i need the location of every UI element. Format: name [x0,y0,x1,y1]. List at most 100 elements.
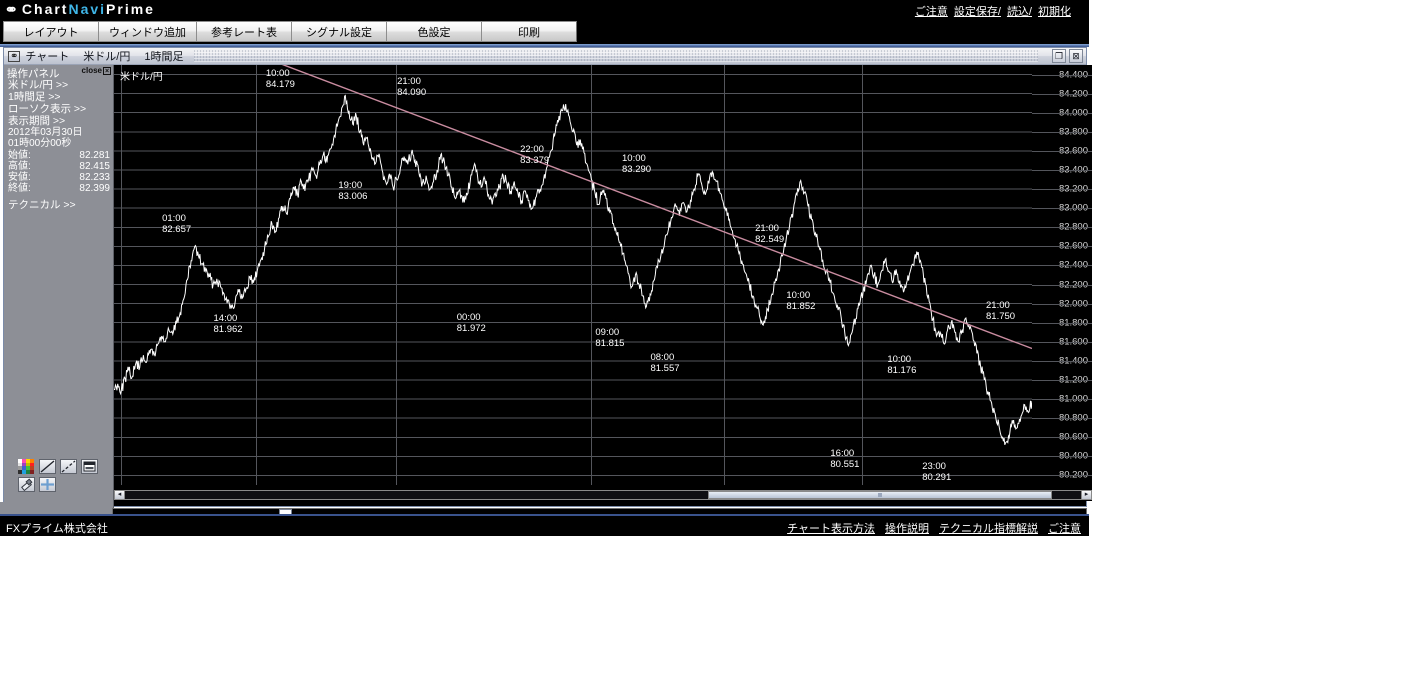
bottom-link-chart-howto[interactable]: チャート表示方法 [787,523,875,535]
titlebar-grip[interactable] [194,50,1038,62]
chart-annotation: 16:00 80.551 [830,448,859,470]
chart-annotation: 10:00 81.176 [887,354,916,376]
palette-swatch[interactable] [26,470,30,474]
palette-swatch[interactable] [18,466,22,471]
scrollbar-thumb[interactable] [708,491,1053,499]
annotation-price: 82.657 [162,223,192,235]
chart-annotation: 21:00 81.750 [986,300,1015,322]
annotation-price: 83.006 [338,190,368,202]
palette-swatch[interactable] [30,470,34,474]
panel-ohlc-label-close: 終値: [8,183,31,194]
color-palette-icon[interactable] [18,459,35,474]
menu-button-signal-settings[interactable]: シグナル設定 [291,21,387,42]
operation-panel-close-button[interactable]: close × [82,66,111,75]
panel-date: 2012年03月30日 [8,127,83,138]
chart-horizontal-scrollbar[interactable]: ◂ ▸ [114,490,1092,500]
scroll-left-arrow-icon[interactable]: ◂ [115,491,125,499]
solid-line-icon[interactable] [39,459,56,474]
palette-swatch[interactable] [26,466,30,471]
price-chart[interactable]: 米ドル/円 01:00 82.657 10:00 84.179 14:00 81.962 1… [114,65,1032,485]
chart-annotation: 00:00 81.972 [457,312,486,334]
price-axis-gridline [1032,360,1092,362]
chart-window-title: チャート [25,51,70,63]
panel-ohlc-row-high: 高値: 82.415 [8,161,110,172]
window-box-icon[interactable] [81,459,98,474]
palette-swatch[interactable] [26,462,30,467]
price-axis-gridline [1032,475,1092,477]
header-link-load-settings[interactable]: 読込/ [1006,6,1032,18]
bottom-links: チャート表示方法 操作説明 テクニカル指標解説 ご注意 [777,520,1081,536]
dashed-line-icon[interactable] [60,459,77,474]
chart-annotation: 21:00 82.549 [755,223,784,245]
menu-button-color-settings[interactable]: 色設定 [386,21,482,42]
menu-button-layout[interactable]: レイアウト [3,21,99,42]
palette-swatch[interactable] [18,470,22,474]
header-link-caution[interactable]: ご注意 [914,6,948,18]
price-axis-gridline [1032,246,1092,248]
annotation-price: 83.379 [520,155,550,166]
operation-panel-close-label: close [81,66,102,75]
annotation-time: 21:00 [397,76,421,88]
chart-annotation: 23:00 80.291 [922,461,951,483]
annotation-price: 80.291 [922,472,952,483]
price-axis-gridline [1032,380,1092,381]
bottom-link-operation-guide[interactable]: 操作説明 [885,523,929,535]
window-controls: ❐ ⊠ [1052,49,1083,63]
annotation-price: 81.962 [213,324,243,336]
palette-swatch[interactable] [18,459,22,463]
logo-text-part3: Prime [106,1,155,17]
palette-swatch[interactable] [30,459,34,463]
panel-ohlc-table: 始値: 82.281 高値: 82.415 安値: 82.233 終値: 82.… [4,150,113,194]
annotation-price: 83.290 [622,163,652,175]
price-axis-gridline [1032,131,1092,133]
operation-panel-title: 操作パネル [7,68,60,80]
annotation-price: 80.551 [830,458,860,470]
palette-swatch[interactable] [18,462,22,467]
menu-bar: レイアウト ウィンドウ追加 参考レート表 シグナル設定 色設定 印刷 [接続正常… [0,20,1089,63]
header-link-save-settings[interactable]: 設定保存/ [953,6,1001,18]
palette-swatch[interactable] [30,466,34,471]
annotation-price: 84.179 [265,78,295,90]
price-axis-gridline [1032,150,1092,152]
annotation-time: 14:00 [213,313,238,325]
price-axis-gridline [1032,208,1092,210]
palette-swatch[interactable] [22,462,26,467]
menu-button-reference-rates[interactable]: 参考レート表 [196,21,292,42]
close-icon[interactable]: ⊠ [1069,49,1083,63]
menu-button-add-window[interactable]: ウィンドウ追加 [98,21,197,42]
panel-link-currency-pair[interactable]: 米ドル/円 >> [8,79,69,91]
panel-ohlc-label-high: 高値: [8,161,31,172]
annotation-price: 82.549 [755,234,785,246]
chart-annotation: 10:00 81.852 [786,290,815,312]
palette-swatch[interactable] [22,466,26,471]
panel-ohlc-value-close: 82.399 [79,183,110,194]
panel-link-candle-display[interactable]: ローソク表示 >> [8,103,87,115]
palette-swatch[interactable] [26,459,30,463]
app-logo: ⚭ChartNaviPrime [4,1,155,18]
palette-swatch[interactable] [22,470,26,474]
annotation-price: 84.090 [397,87,427,99]
chart-window: ⚭ チャート 米ドル/円 1時間足 ❐ ⊠ 操作パネル close × 米ドル/円… [3,47,1092,508]
header-link-reset-settings[interactable]: 初期化 [1038,6,1071,18]
bottom-bar: FXプライム株式会社 チャート表示方法 操作説明 テクニカル指標解説 ご注意 [0,514,1089,536]
maximize-icon[interactable]: ❐ [1052,49,1066,63]
scroll-right-arrow-icon[interactable]: ▸ [1081,491,1091,499]
panel-link-display-period[interactable]: 表示期間 >> [8,115,66,127]
panel-link-timeframe[interactable]: 1時間足 >> [8,91,61,103]
scrollbar-track[interactable] [125,491,1081,499]
price-axis-gridline [1032,322,1092,324]
price-axis-gridline [1032,437,1092,439]
annotation-price: 81.972 [456,323,486,335]
panel-link-technical[interactable]: テクニカル >> [8,199,76,211]
bottom-link-technical-guide[interactable]: テクニカル指標解説 [939,523,1038,535]
chart-logo-icon: ⚭ [4,2,21,17]
palette-swatch[interactable] [30,462,34,467]
crosshair-icon[interactable] [39,477,56,492]
menu-button-print[interactable]: 印刷 [481,21,577,42]
eraser-icon[interactable] [18,477,35,492]
menu-button-group: レイアウト ウィンドウ追加 参考レート表 シグナル設定 色設定 印刷 [3,21,577,42]
annotation-time: 22:00 [520,144,544,155]
bottom-link-caution[interactable]: ご注意 [1048,523,1081,535]
palette-swatch[interactable] [22,459,26,463]
price-axis-gridline [1032,265,1092,267]
